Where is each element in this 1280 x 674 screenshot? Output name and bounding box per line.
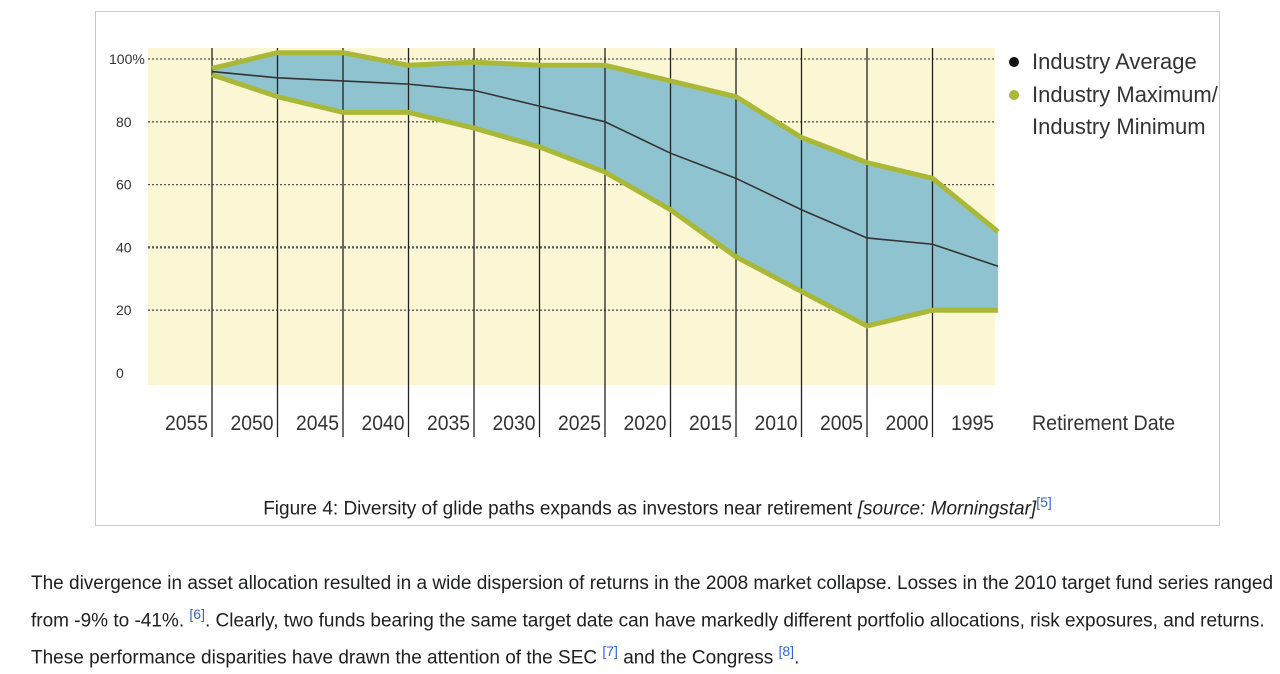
y-tick-80: 80 (116, 114, 132, 130)
x-axis-label: Retirement Date (1032, 412, 1175, 435)
ref-6-sup: [6] (189, 606, 205, 622)
ref-8-sup: [8] (779, 643, 795, 659)
x-tick-2000: 2000 (886, 412, 929, 435)
body-paragraph: The divergence in asset allocation resul… (31, 568, 1276, 674)
y-tick-40: 40 (116, 239, 132, 255)
x-tick-2010: 2010 (755, 412, 798, 435)
paragraph-text-4: . (794, 647, 800, 669)
figure-caption: Figure 4: Diversity of glide paths expan… (96, 494, 1219, 520)
legend-marker-1 (1009, 90, 1019, 100)
x-tick-2025: 2025 (558, 412, 601, 435)
ref-6-link[interactable]: [6] (189, 606, 205, 622)
series-industry-minimum (211, 72, 998, 329)
legend-label-0: Industry Average (1032, 49, 1197, 74)
glide-path-chart: 100% 80 60 40 20 0 2055 2050 2045 2040 2035 2030 202… (109, 48, 1219, 437)
x-tick-2015: 2015 (689, 412, 732, 435)
legend-label-2: Industry Minimum (1032, 114, 1206, 139)
figure-box: 100% 80 60 40 20 0 2055 2050 2045 2040 2035 2030 202… (95, 11, 1220, 526)
paragraph-text-3: and the Congress (617, 647, 779, 669)
x-tick-2040: 2040 (362, 412, 405, 435)
y-tick-100: 100% (109, 51, 145, 67)
legend-marker-0 (1009, 57, 1019, 67)
x-tick-2035: 2035 (427, 412, 470, 435)
caption-text: Figure 4: Diversity of glide paths expan… (263, 498, 858, 520)
legend-label-1: Industry Maximum/ (1032, 82, 1219, 107)
ref-8-link[interactable]: [8] (778, 643, 795, 660)
caption-ref-sup: [5] (1036, 494, 1052, 510)
x-tick-2030: 2030 (493, 412, 536, 435)
caption-source: [source: Morningstar] (857, 498, 1037, 520)
ref-7-sup: [7] (602, 643, 618, 659)
y-tick-0: 0 (116, 365, 124, 381)
series-industry-average (211, 70, 999, 267)
y-tick-60: 60 (116, 177, 132, 193)
ref-7-link[interactable]: [7] (602, 643, 618, 660)
paragraph-text-1: The divergence in asset allocation resul… (31, 573, 1274, 632)
x-tick-1995: 1995 (951, 412, 994, 435)
y-tick-20: 20 (116, 302, 132, 318)
x-tick-2005: 2005 (820, 412, 863, 435)
x-tick-2020: 2020 (624, 412, 667, 435)
x-tick-2050: 2050 (231, 412, 274, 435)
caption-ref-5-link[interactable]: [5] (1036, 494, 1052, 510)
paragraph-text-2: . Clearly, two funds bearing the same ta… (31, 610, 1265, 669)
x-tick-2055: 2055 (165, 412, 208, 435)
series-industry-maximum (211, 50, 1000, 234)
x-tick-2045: 2045 (296, 412, 339, 435)
